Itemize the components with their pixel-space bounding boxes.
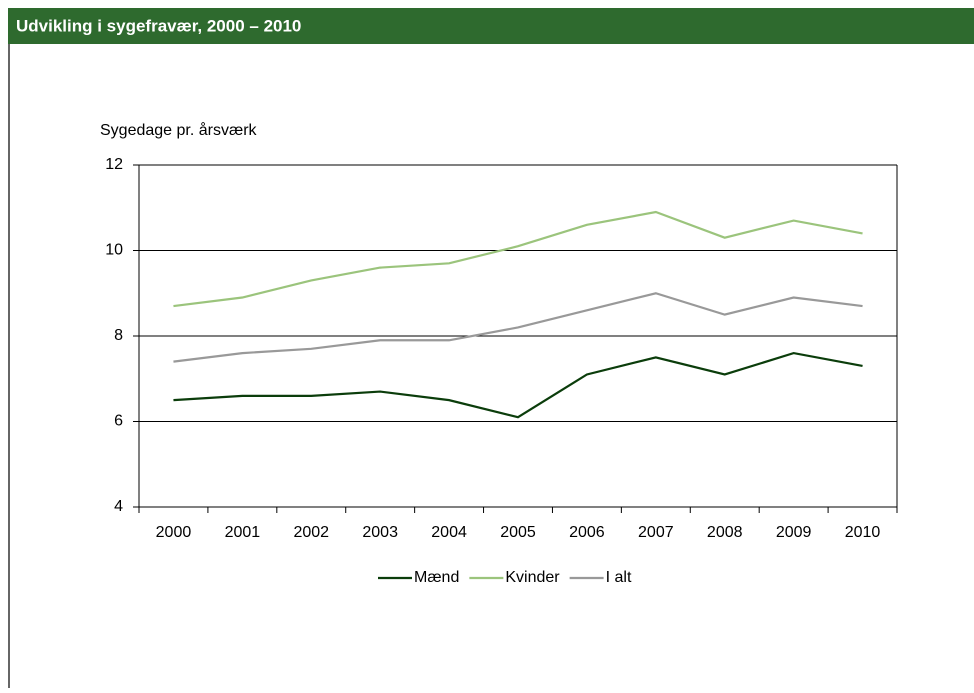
y-tick-label: 12 xyxy=(105,156,123,173)
x-tick-label: 2007 xyxy=(638,524,674,541)
series-line xyxy=(173,292,863,363)
x-tick-label: 2002 xyxy=(293,524,329,541)
legend-label: I alt xyxy=(606,569,632,586)
legend-label: Kvinder xyxy=(505,569,560,586)
legend-label: Mænd xyxy=(414,569,459,586)
chart-title: Udvikling i sygefravær, 2000 – 2010 xyxy=(16,16,301,35)
x-tick-label: 2009 xyxy=(776,524,812,541)
y-axis-label: Sygedage pr. årsværk xyxy=(100,121,258,139)
x-tick-label: 2010 xyxy=(845,524,881,541)
header-bar xyxy=(8,8,974,44)
series-line xyxy=(173,210,863,308)
y-tick-label: 10 xyxy=(105,242,123,259)
x-tick-label: 2000 xyxy=(156,524,192,541)
series-line xyxy=(173,351,863,419)
x-tick-label: 2004 xyxy=(431,524,467,541)
y-tick-label: 4 xyxy=(114,498,123,515)
y-tick-label: 6 xyxy=(114,413,123,430)
x-tick-label: 2001 xyxy=(225,524,261,541)
x-tick-label: 2003 xyxy=(362,524,398,541)
x-tick-label: 2006 xyxy=(569,524,605,541)
x-tick-label: 2008 xyxy=(707,524,743,541)
x-tick-label: 2005 xyxy=(500,524,536,541)
y-tick-label: 8 xyxy=(114,327,123,344)
